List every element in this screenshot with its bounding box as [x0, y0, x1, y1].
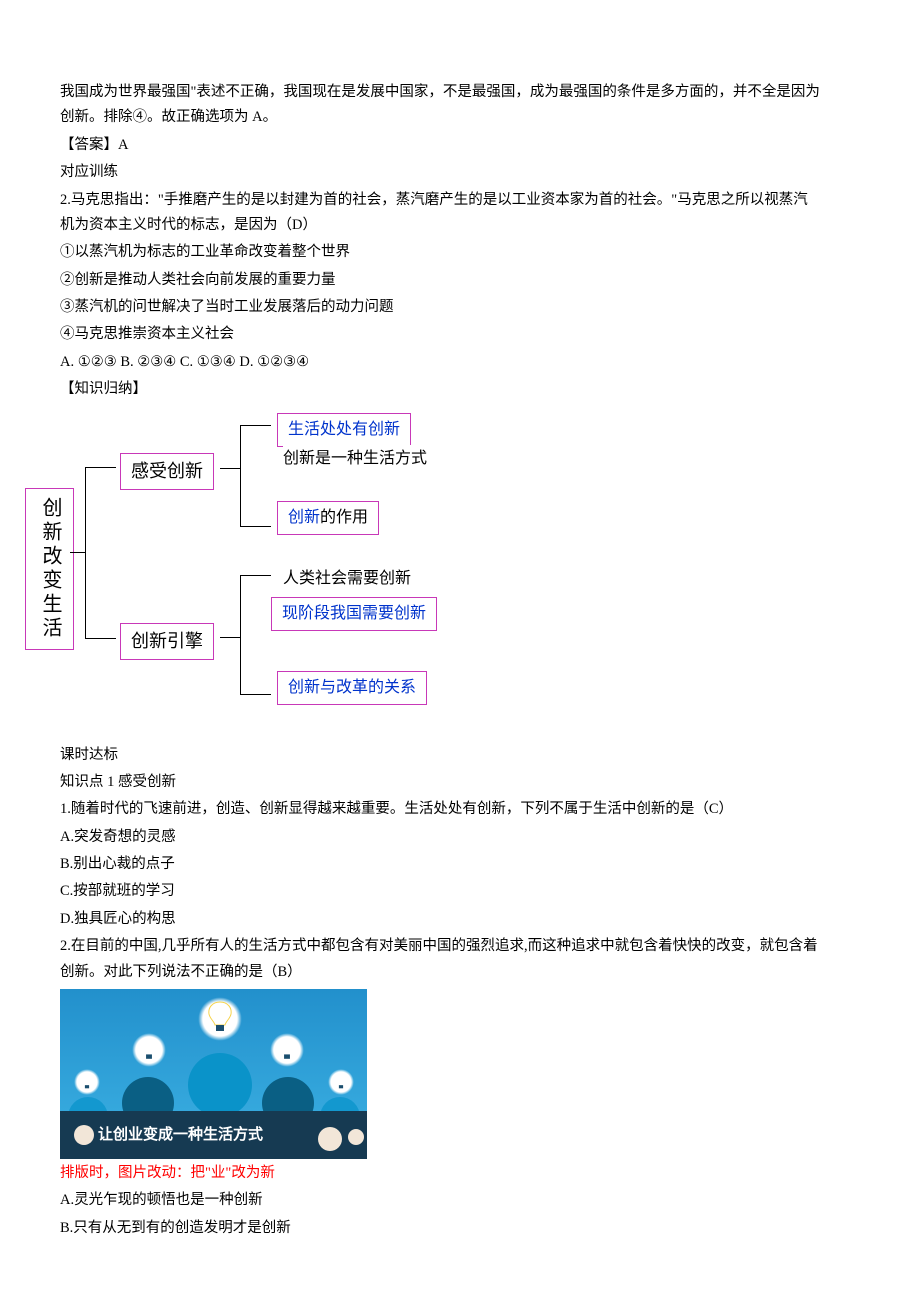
- intro-line1: 我国成为世界最强国"表述不正确，我国现在是发展中国家，不是最强国，成为最强国的条…: [60, 80, 820, 131]
- after-b: B.只有从无到有的创造发明才是创新: [60, 1216, 820, 1241]
- diagram-root: 创新改变生活: [25, 488, 74, 650]
- q1c: C.按部就班的学习: [60, 879, 820, 904]
- summary-label: 【知识归纳】: [60, 377, 820, 402]
- leaf1b: 创新是一种生活方式: [283, 445, 427, 473]
- person-icon: [188, 1053, 252, 1117]
- leaf2b: 现阶段我国需要创新: [271, 597, 437, 631]
- illus-band: 让创业变成一种生活方式: [60, 1111, 367, 1159]
- diagram-branch2: 创新引擎: [120, 623, 214, 661]
- intro-training-label: 对应训练: [60, 160, 820, 185]
- leaf1c-blue: 创新: [288, 509, 320, 526]
- bracket-root: [85, 467, 116, 639]
- leaf2b-text: 现阶段我国需要创新: [282, 605, 426, 622]
- intro-opt3: ③蒸汽机的问世解决了当时工业发展落后的动力问题: [60, 295, 820, 320]
- leaf1a-text: 生活处处有创新: [288, 421, 400, 438]
- bracket-b2: [240, 575, 271, 695]
- bracket-b1-stem: [220, 468, 240, 469]
- bracket-root-stem: [70, 552, 85, 553]
- q1d: D.独具匠心的构思: [60, 907, 820, 932]
- leaf1c-black: 的作用: [320, 509, 368, 526]
- red-note: 排版时，图片改动：把"业"改为新: [60, 1161, 820, 1186]
- diagram-branch1: 感受创新: [120, 453, 214, 491]
- intro-opt4: ④马克思推崇资本主义社会: [60, 322, 820, 347]
- face-icon: [318, 1127, 342, 1151]
- intro-opt2: ②创新是推动人类社会向前发展的重要力量: [60, 268, 820, 293]
- section2-h1: 课时达标: [60, 743, 820, 768]
- bulb-icon: [270, 1033, 304, 1067]
- intro-opt1: ①以蒸汽机为标志的工业革命改变着整个世界: [60, 240, 820, 265]
- bulb-icon: [198, 997, 242, 1041]
- q1: 1.随着时代的飞速前进，创造、创新显得越来越重要。生活处处有创新，下列不属于生活…: [60, 797, 820, 822]
- intro-choices: A. ①②③ B. ②③④ C. ①③④ D. ①②③④: [60, 350, 820, 375]
- knowledge-diagram: 创新改变生活 感受创新 创新引擎 生活处处有创新 创新是一种生活方式 创新的作用…: [25, 413, 820, 723]
- illustration: 让创业变成一种生活方式: [60, 989, 367, 1159]
- leaf1c: 创新的作用: [277, 501, 379, 535]
- q1a: A.突发奇想的灵感: [60, 825, 820, 850]
- intro-answer: 【答案】A: [60, 133, 820, 158]
- face-icon: [74, 1125, 94, 1145]
- after-a: A.灵光乍现的顿悟也是一种创新: [60, 1188, 820, 1213]
- intro-q2: 2.马克思指出："手推磨产生的是以封建为首的社会，蒸汽磨产生的是以工业资本家为首…: [60, 188, 820, 239]
- bulb-icon: [74, 1069, 100, 1095]
- face-icon: [348, 1129, 364, 1145]
- bracket-b2-stem: [220, 637, 240, 638]
- bulb-icon: [132, 1033, 166, 1067]
- bulb-icon: [328, 1069, 354, 1095]
- section2-h2: 知识点 1 感受创新: [60, 770, 820, 795]
- leaf1a: 生活处处有创新: [277, 413, 411, 447]
- leaf2c-text: 创新与改革的关系: [288, 679, 416, 696]
- leaf2c: 创新与改革的关系: [277, 671, 427, 705]
- bracket-b1: [240, 425, 271, 527]
- q1b: B.别出心裁的点子: [60, 852, 820, 877]
- q2: 2.在目前的中国,几乎所有人的生活方式中都包含有对美丽中国的强烈追求,而这种追求…: [60, 934, 820, 985]
- illus-caption: 让创业变成一种生活方式: [98, 1122, 263, 1148]
- leaf2a: 人类社会需要创新: [283, 565, 411, 593]
